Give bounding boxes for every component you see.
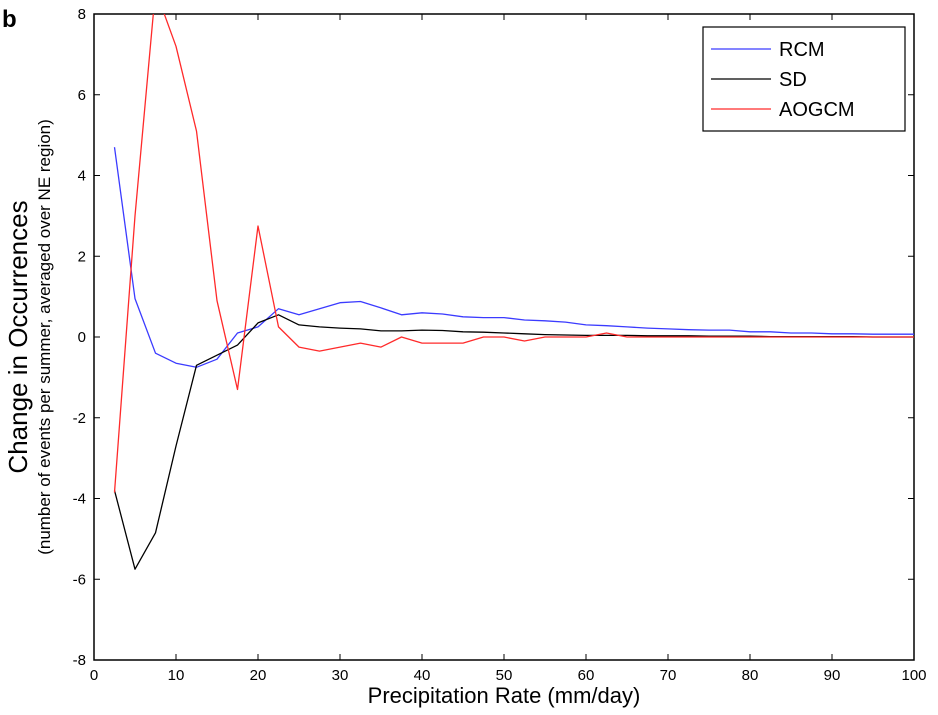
series-lines xyxy=(113,14,914,570)
y-tick-label: -4 xyxy=(73,491,86,508)
x-tick-label: 0 xyxy=(90,667,98,684)
y-tick-label: 0 xyxy=(78,329,86,346)
legend-label-rcm: RCM xyxy=(779,39,825,61)
legend-label-sd: SD xyxy=(779,69,807,91)
y-axis-title: Change in Occurrences xyxy=(3,200,33,473)
axis-ticks: 0 10 20 30 40 50 60 70 80 90 100 -8 -6 -4 -2 0 2 4 6 8 xyxy=(73,6,927,684)
x-tick-label: 20 xyxy=(250,667,267,684)
series-line-rcm xyxy=(113,147,914,368)
x-tick-label: 10 xyxy=(168,667,185,684)
x-tick-label: 60 xyxy=(578,667,595,684)
y-tick-label: -6 xyxy=(73,571,86,588)
x-tick-label: 90 xyxy=(824,667,841,684)
x-tick-label: 50 xyxy=(496,667,513,684)
y-tick-label: -2 xyxy=(73,410,86,427)
x-tick-label: 70 xyxy=(660,667,677,684)
y-axis-subtitle: (number of events per summer, averaged o… xyxy=(35,119,54,555)
y-tick-label: -8 xyxy=(73,652,86,669)
x-tick-label: 30 xyxy=(332,667,349,684)
x-tick-label: 40 xyxy=(414,667,431,684)
x-tick-label: 100 xyxy=(901,667,926,684)
legend: RCM SD AOGCM xyxy=(702,26,906,132)
series-line-aogcm xyxy=(113,14,914,493)
y-tick-label: 4 xyxy=(78,168,86,185)
x-tick-label: 80 xyxy=(742,667,759,684)
legend-label-aogcm: AOGCM xyxy=(779,99,855,121)
x-axis-title: Precipitation Rate (mm/day) xyxy=(368,683,641,708)
y-tick-label: 6 xyxy=(78,87,86,104)
y-tick-label: 2 xyxy=(78,248,86,265)
y-tick-label: 8 xyxy=(78,6,86,23)
panel-label: b xyxy=(2,6,17,33)
